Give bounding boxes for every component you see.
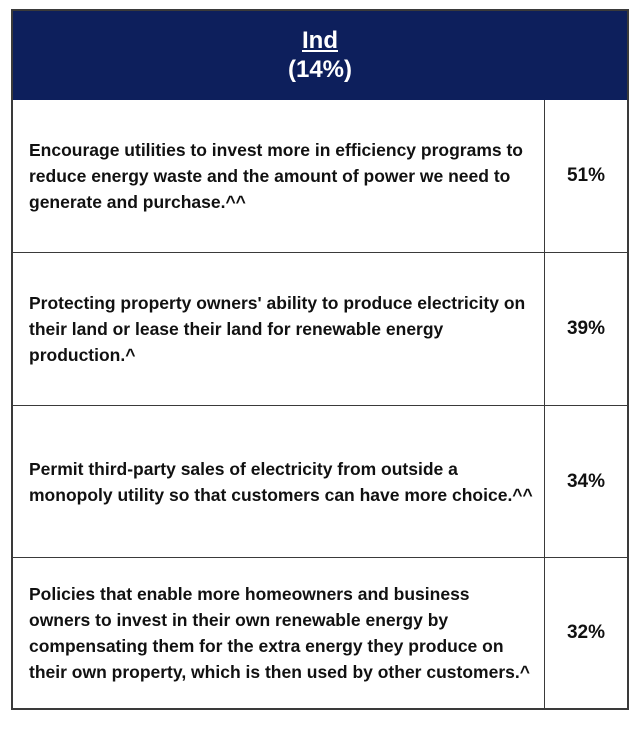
- table-body: Encourage utilities to invest more in ef…: [13, 100, 627, 708]
- results-table: Ind (14%) Encourage utilities to invest …: [11, 9, 629, 710]
- value-cell: 39%: [566, 318, 606, 339]
- statement-cell: Encourage utilities to invest more in ef…: [13, 100, 545, 252]
- table-row: Encourage utilities to invest more in ef…: [13, 100, 627, 252]
- statement-cell: Policies that enable more homeowners and…: [13, 558, 545, 708]
- table-row: Policies that enable more homeowners and…: [13, 557, 627, 708]
- group-label: Ind: [302, 26, 338, 54]
- statement-cell: Permit third-party sales of electricity …: [13, 406, 545, 557]
- table-header: Ind (14%): [13, 11, 627, 100]
- group-share: (14%): [287, 55, 353, 83]
- value-cell: 34%: [566, 470, 606, 492]
- value-cell: 32%: [566, 622, 606, 643]
- statement-cell: Protecting property owners' ability to p…: [13, 253, 545, 405]
- table-row: Protecting property owners' ability to p…: [13, 252, 627, 405]
- value-cell: 51%: [566, 165, 606, 186]
- table-row: Permit third-party sales of electricity …: [13, 405, 627, 557]
